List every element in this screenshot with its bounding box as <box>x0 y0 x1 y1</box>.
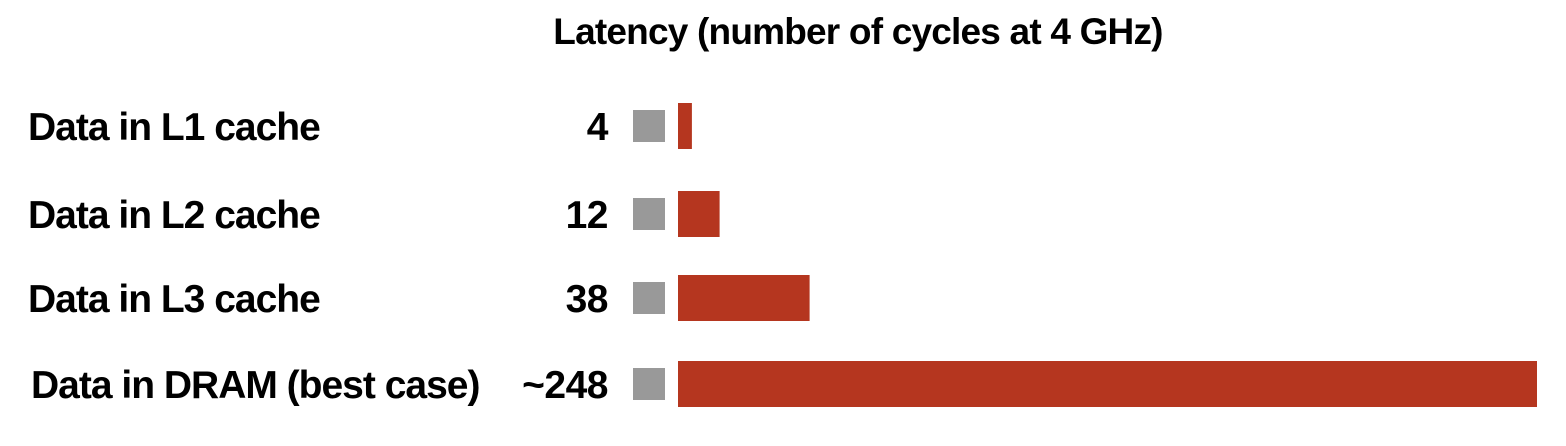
bar <box>678 361 1537 407</box>
row-marker <box>633 368 665 400</box>
value-label: ~248 <box>522 364 608 407</box>
value-label: 12 <box>566 194 608 237</box>
row-marker <box>633 110 665 142</box>
row-marker <box>633 198 665 230</box>
bar <box>678 275 810 321</box>
category-label: Data in DRAM (best case) <box>31 364 479 407</box>
chart-title: Latency (number of cycles at 4 GHz) <box>553 11 1162 52</box>
category-label: Data in L1 cache <box>28 106 320 149</box>
bar <box>678 103 692 149</box>
bar <box>678 191 720 237</box>
value-label: 38 <box>566 278 608 321</box>
category-label: Data in L2 cache <box>28 194 320 237</box>
value-label: 4 <box>587 106 609 149</box>
category-label: Data in L3 cache <box>28 278 320 321</box>
row-marker <box>633 282 665 314</box>
chart-rows: Data in L1 cache 4 Data in L2 cache 12 Data … <box>28 103 1537 407</box>
